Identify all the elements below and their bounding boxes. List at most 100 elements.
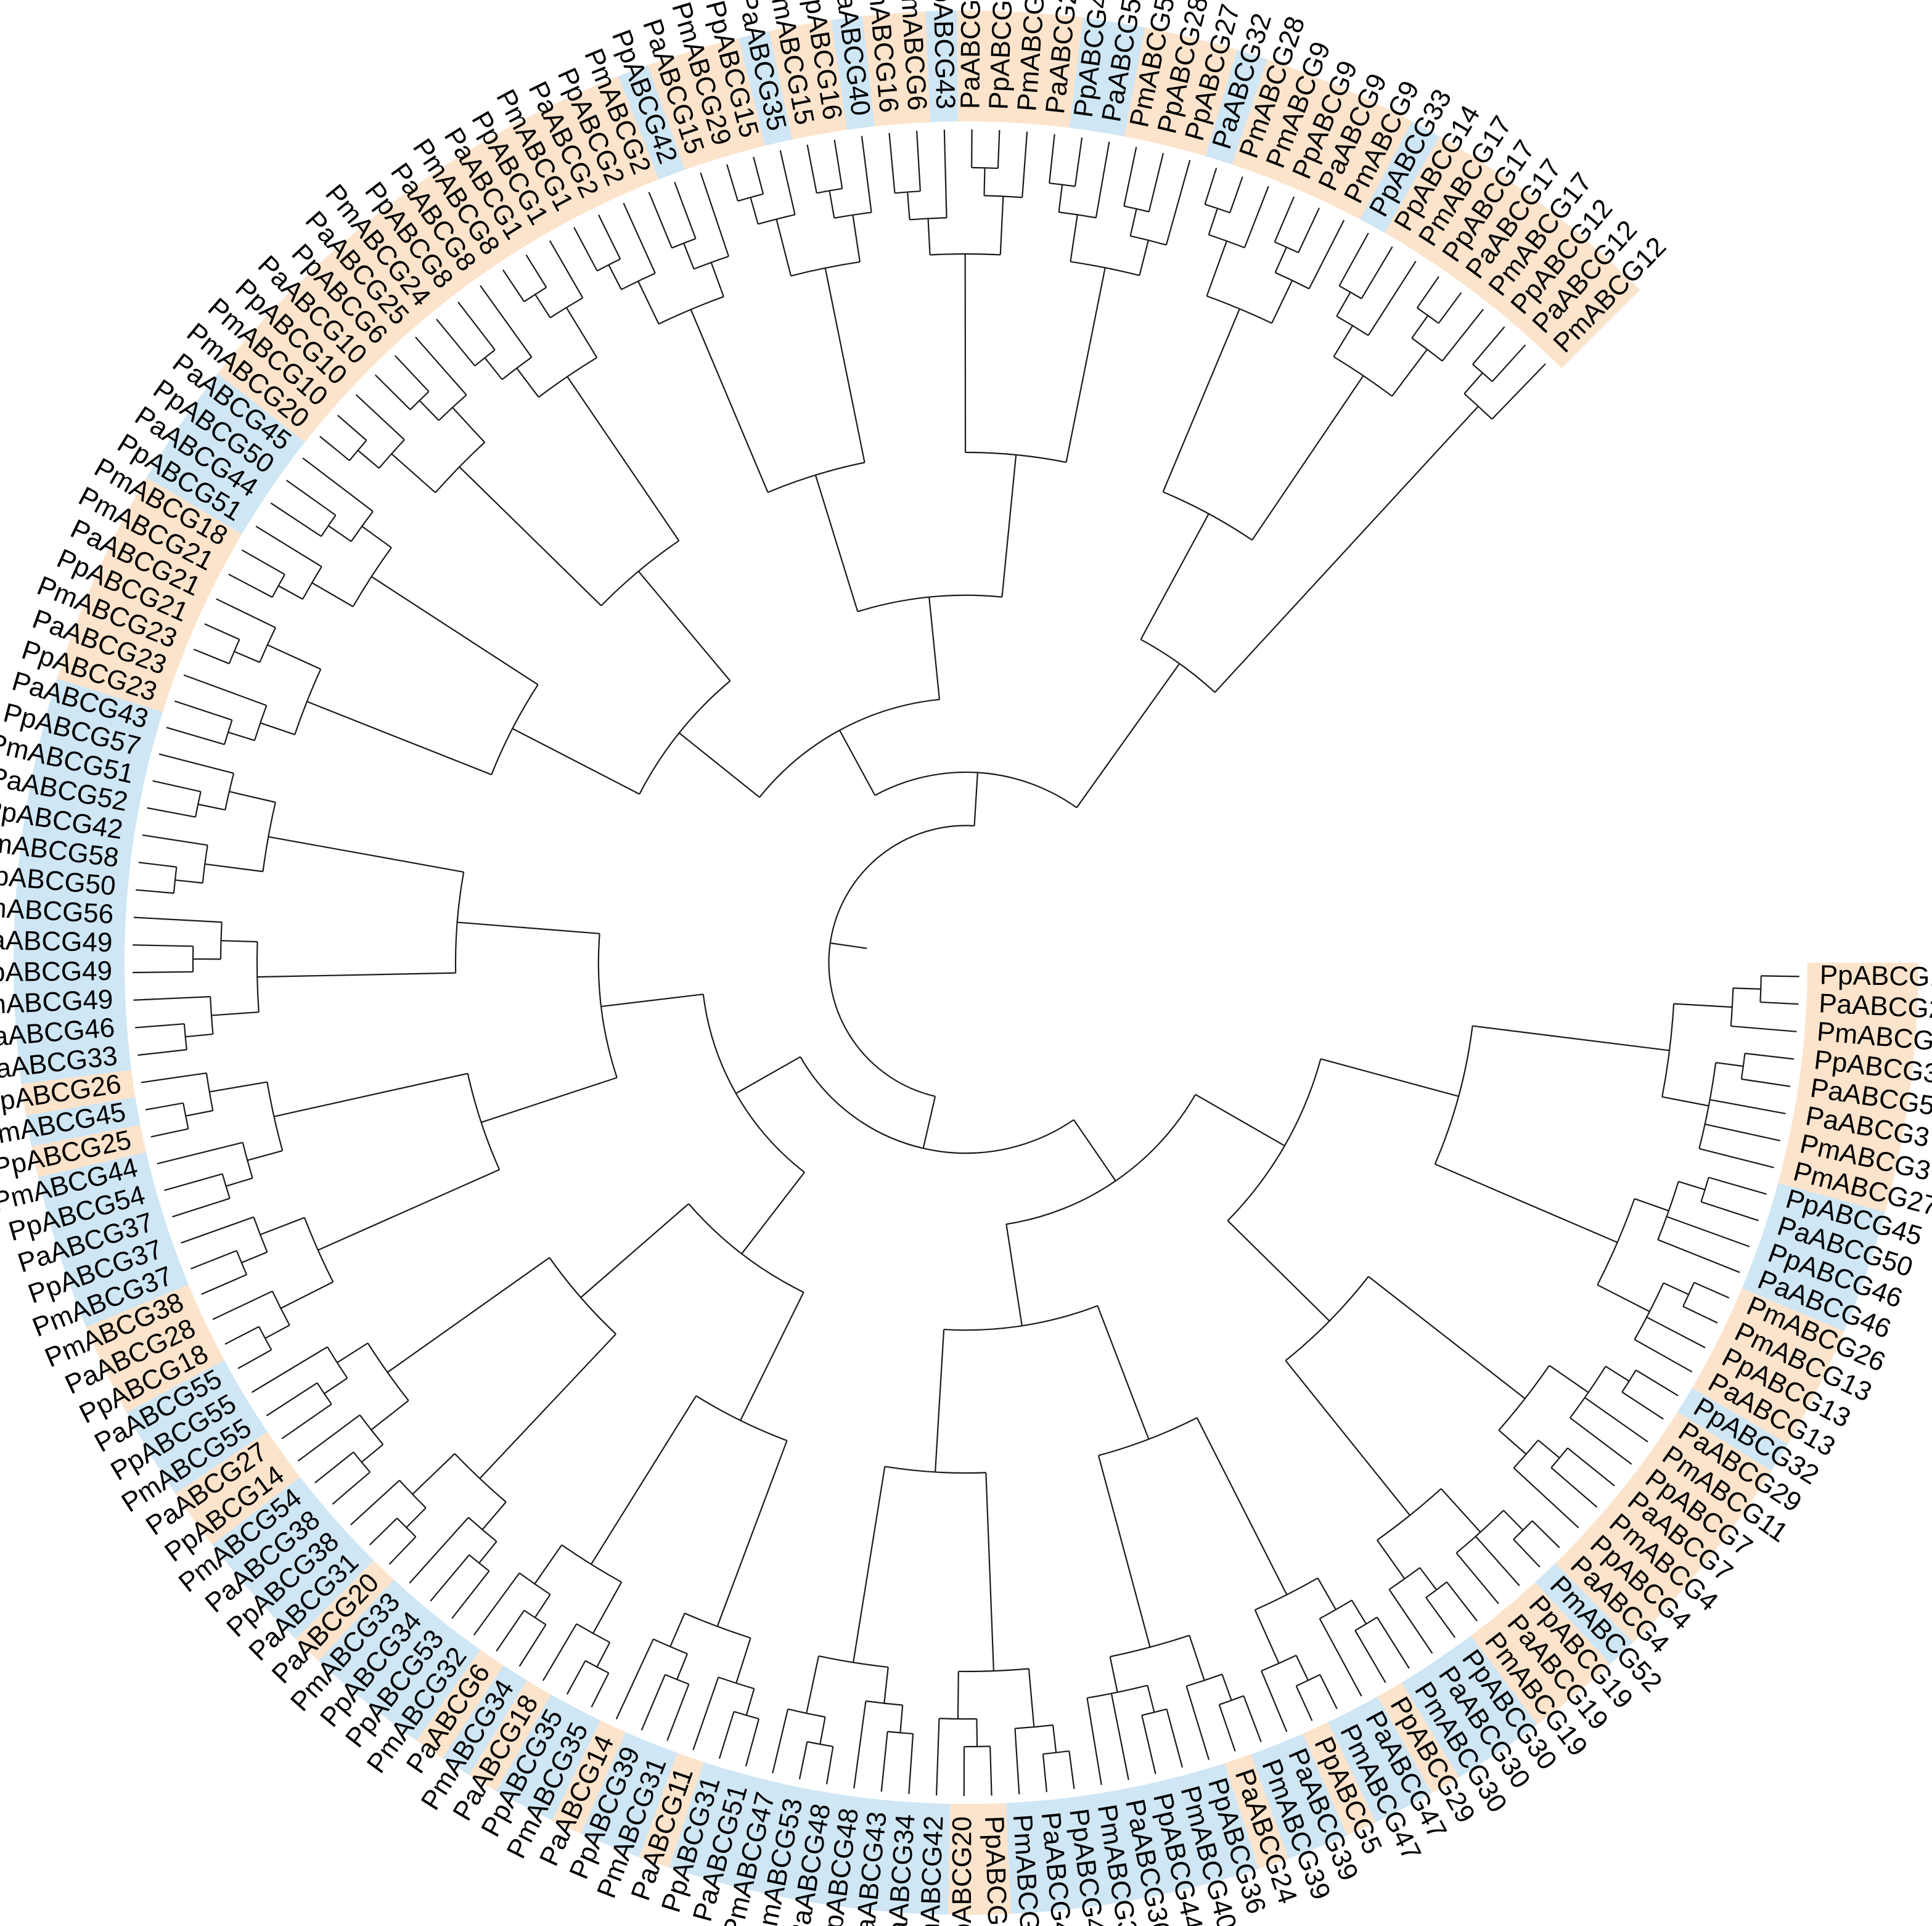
branch bbox=[370, 576, 539, 685]
branch bbox=[152, 780, 201, 793]
branch bbox=[436, 319, 476, 367]
clade-band bbox=[17, 1041, 132, 1084]
branch bbox=[641, 1674, 666, 1731]
branch bbox=[1513, 1538, 1541, 1568]
branch bbox=[415, 337, 467, 396]
clade-band bbox=[1454, 187, 1545, 295]
branch bbox=[1333, 325, 1354, 357]
branch bbox=[1229, 176, 1243, 213]
branch bbox=[1708, 1177, 1767, 1195]
branch bbox=[388, 1536, 417, 1565]
branch bbox=[899, 1705, 904, 1733]
clade-band bbox=[1143, 1778, 1198, 1894]
branch bbox=[700, 173, 730, 257]
clade-band bbox=[14, 894, 127, 931]
branch bbox=[1498, 1429, 1527, 1455]
branch bbox=[1567, 1447, 1615, 1487]
branch bbox=[270, 502, 322, 537]
branch bbox=[1472, 1025, 1670, 1051]
branch bbox=[1376, 1617, 1410, 1669]
clade-band bbox=[1778, 1156, 1893, 1213]
branch bbox=[391, 453, 436, 494]
branch bbox=[1472, 326, 1505, 365]
clade-band bbox=[638, 1752, 704, 1868]
branch bbox=[716, 1440, 788, 1627]
branch bbox=[1663, 1282, 1689, 1296]
branch bbox=[183, 674, 267, 706]
clade-band bbox=[1692, 1363, 1804, 1445]
branch bbox=[369, 1517, 398, 1546]
branch bbox=[1021, 131, 1028, 198]
branch bbox=[1367, 261, 1417, 336]
clade-band bbox=[78, 589, 192, 659]
branch bbox=[457, 921, 600, 934]
clade-band bbox=[1799, 1046, 1914, 1090]
branch bbox=[591, 1395, 697, 1565]
branch bbox=[412, 1453, 456, 1495]
clade-band bbox=[1718, 1313, 1832, 1390]
clade-band bbox=[157, 1408, 268, 1494]
clade-band bbox=[729, 1777, 785, 1893]
branch bbox=[1709, 1099, 1786, 1114]
clade-band bbox=[677, 46, 739, 161]
branch bbox=[824, 267, 866, 463]
branch bbox=[142, 834, 208, 846]
branch bbox=[1317, 1577, 1336, 1610]
branch bbox=[1319, 1674, 1338, 1710]
clade-band bbox=[1645, 1435, 1754, 1524]
clade-band bbox=[415, 1649, 504, 1758]
branch bbox=[674, 181, 697, 239]
branch bbox=[478, 1541, 497, 1564]
branch-arc bbox=[1261, 1654, 1297, 1672]
branch bbox=[1441, 309, 1484, 362]
branch bbox=[133, 996, 211, 1001]
branch-arc bbox=[1124, 205, 1150, 213]
branch-arc bbox=[501, 356, 533, 380]
branch bbox=[745, 1718, 760, 1767]
branch bbox=[481, 1501, 507, 1530]
clade-band bbox=[252, 1519, 354, 1617]
clade-band bbox=[1807, 963, 1918, 995]
leaf-label: PpABCG49 bbox=[0, 956, 112, 988]
branch-arc bbox=[597, 933, 618, 1078]
clade-band bbox=[192, 1454, 300, 1545]
clade-band bbox=[14, 985, 126, 1021]
branch bbox=[1503, 1509, 1524, 1531]
branch-arc bbox=[1042, 1750, 1070, 1755]
clade-band bbox=[1751, 1236, 1867, 1303]
clade-band bbox=[1284, 81, 1356, 195]
branch bbox=[1377, 1540, 1406, 1580]
branch bbox=[1147, 1685, 1155, 1713]
branch bbox=[204, 623, 240, 640]
branch bbox=[1208, 208, 1218, 235]
branch bbox=[459, 466, 602, 606]
branch-arc bbox=[887, 1731, 914, 1735]
branch bbox=[934, 1329, 945, 1472]
branch-arc bbox=[182, 1103, 189, 1129]
branch bbox=[211, 1011, 259, 1016]
branch-arc bbox=[694, 255, 729, 270]
branch bbox=[1097, 1305, 1150, 1440]
clade-band bbox=[74, 1258, 189, 1328]
branch-arc bbox=[1550, 1447, 1568, 1469]
branch bbox=[907, 192, 911, 220]
clade-band bbox=[25, 1096, 141, 1146]
branch bbox=[138, 862, 177, 868]
branch bbox=[718, 1711, 735, 1759]
branch bbox=[922, 1096, 936, 1149]
branch bbox=[452, 407, 485, 443]
branch bbox=[1068, 1750, 1075, 1789]
clade-band bbox=[560, 88, 634, 202]
clade-band bbox=[1178, 41, 1238, 157]
clade-band bbox=[441, 1665, 527, 1776]
clade-band bbox=[1224, 1754, 1289, 1869]
branch bbox=[306, 701, 492, 775]
branch bbox=[989, 1746, 993, 1796]
branch bbox=[1634, 1198, 1669, 1212]
branch bbox=[267, 644, 321, 670]
clade-band bbox=[647, 55, 712, 170]
clade-band bbox=[1408, 152, 1494, 263]
clade-band bbox=[1033, 1798, 1074, 1912]
clade-color-bands bbox=[13, 10, 1918, 1915]
branch bbox=[512, 728, 640, 795]
